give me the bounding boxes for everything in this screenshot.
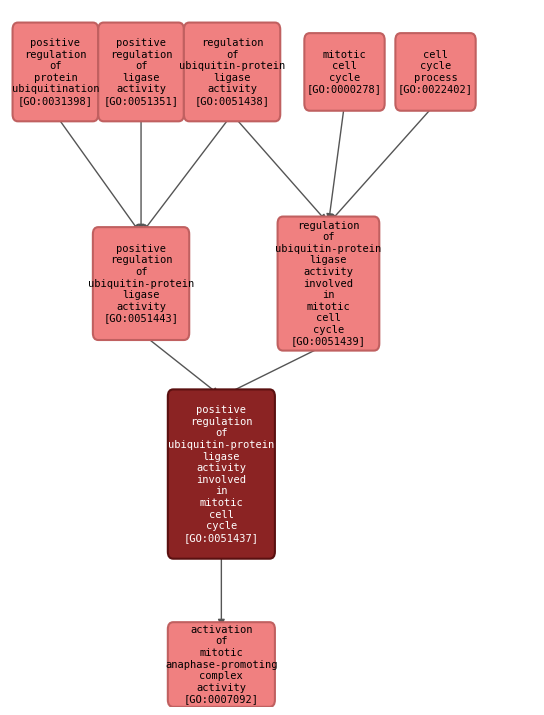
FancyBboxPatch shape [304, 33, 385, 111]
Text: positive
regulation
of
protein
ubiquitination
[GO:0031398]: positive regulation of protein ubiquitin… [11, 38, 99, 106]
Text: positive
regulation
of
ubiquitin-protein
ligase
activity
[GO:0051443]: positive regulation of ubiquitin-protein… [88, 244, 194, 323]
FancyBboxPatch shape [168, 622, 275, 707]
FancyBboxPatch shape [395, 33, 475, 111]
Text: mitotic
cell
cycle
[GO:0000278]: mitotic cell cycle [GO:0000278] [307, 49, 382, 94]
Text: positive
regulation
of
ligase
activity
[GO:0051351]: positive regulation of ligase activity [… [103, 38, 178, 106]
Text: regulation
of
ubiquitin-protein
ligase
activity
[GO:0051438]: regulation of ubiquitin-protein ligase a… [179, 38, 285, 106]
FancyBboxPatch shape [184, 23, 280, 122]
FancyBboxPatch shape [277, 217, 379, 350]
Text: positive
regulation
of
ubiquitin-protein
ligase
activity
involved
in
mitotic
cel: positive regulation of ubiquitin-protein… [168, 405, 275, 543]
FancyBboxPatch shape [93, 227, 189, 340]
Text: activation
of
mitotic
anaphase-promoting
complex
activity
[GO:0007092]: activation of mitotic anaphase-promoting… [165, 625, 277, 704]
FancyBboxPatch shape [13, 23, 98, 122]
FancyBboxPatch shape [168, 390, 275, 558]
Text: regulation
of
ubiquitin-protein
ligase
activity
involved
in
mitotic
cell
cycle
[: regulation of ubiquitin-protein ligase a… [275, 220, 381, 347]
Text: cell
cycle
process
[GO:0022402]: cell cycle process [GO:0022402] [398, 49, 473, 94]
FancyBboxPatch shape [98, 23, 184, 122]
